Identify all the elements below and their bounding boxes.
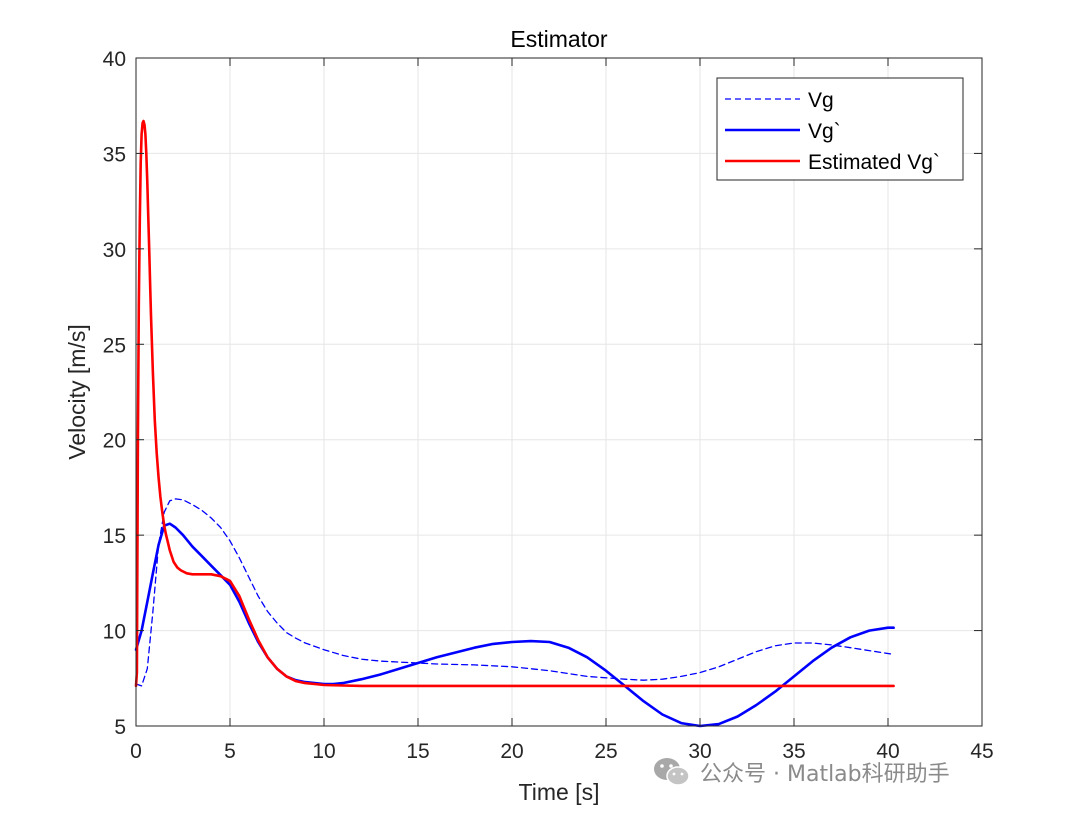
x-tick-label: 10: [312, 740, 335, 763]
x-tick-label: 25: [594, 740, 617, 763]
x-tick-label: 45: [970, 740, 993, 763]
y-tick-label: 5: [114, 716, 126, 739]
axes-frame: [135, 57, 983, 727]
legend-label: Estimated Vg`: [808, 151, 940, 174]
series-line-vg: [135, 498, 895, 687]
legend-label: Vg`: [808, 120, 841, 143]
x-tick-label: 30: [688, 740, 711, 763]
legend: Vg Vg` Estimated Vg`: [716, 77, 964, 181]
x-tick-label: 35: [782, 740, 805, 763]
y-tick-label: 35: [103, 143, 126, 166]
y-tick-label: 10: [103, 621, 126, 644]
x-tick-label: 15: [406, 740, 429, 763]
y-axis-label: Velocity [m/s]: [64, 324, 90, 459]
wechat-icon: [654, 758, 690, 786]
y-tick-label: 20: [103, 430, 126, 453]
chart-title: Estimator: [510, 26, 607, 52]
y-tick-label: 30: [103, 239, 126, 262]
y-tick-label: 40: [103, 48, 126, 71]
x-tick-label: 20: [500, 740, 523, 763]
series-lines: [134, 119, 895, 728]
watermark-text: 公众号 · Matlab科研助手: [700, 762, 950, 787]
series-line-estimated-vg: [134, 119, 895, 688]
series-line-vg: [134, 522, 895, 728]
watermark: 公众号 · Matlab科研助手: [652, 752, 950, 792]
y-tick-label: 25: [103, 334, 126, 357]
x-tick-label: 5: [224, 740, 236, 763]
x-tick-label: 40: [876, 740, 899, 763]
y-tick-label: 15: [103, 525, 126, 548]
x-tick-label: 0: [130, 740, 142, 763]
legend-label: Vg: [808, 89, 834, 112]
x-axis-label: Time [s]: [519, 779, 600, 805]
